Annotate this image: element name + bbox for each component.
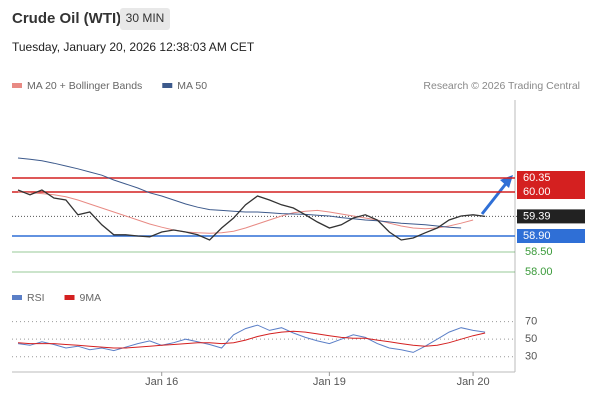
price-line bbox=[17, 189, 486, 241]
credit: Research © 2026 Trading Central bbox=[423, 80, 580, 92]
legend-swatch bbox=[162, 83, 173, 88]
level-label: 60.00 bbox=[523, 186, 551, 198]
legend-label: RSI bbox=[27, 292, 45, 304]
level-box bbox=[517, 171, 585, 185]
level-label: 58.90 bbox=[523, 230, 551, 242]
chart-title: Crude Oil (WTI) bbox=[12, 10, 121, 27]
legend-swatch bbox=[64, 295, 75, 300]
legend-label: 9MA bbox=[80, 292, 102, 304]
rsi-line bbox=[17, 324, 486, 353]
level-label: 60.35 bbox=[523, 172, 551, 184]
level-label: 58.50 bbox=[525, 246, 553, 258]
x-tick-label: Jan 19 bbox=[313, 376, 346, 388]
timeframe-badge[interactable] bbox=[120, 8, 170, 30]
level-box bbox=[517, 185, 585, 199]
legend-swatch bbox=[12, 295, 22, 300]
y-tick-label: 50 bbox=[525, 333, 537, 345]
level-label: 58.00 bbox=[525, 266, 553, 278]
rsi-line bbox=[17, 330, 486, 349]
date: Tuesday, January 20, 2026 12:38:03 AM CE… bbox=[12, 40, 255, 54]
y-tick-label: 70 bbox=[525, 315, 537, 327]
legend-label: MA 20 + Bollinger Bands bbox=[27, 80, 142, 92]
y-tick-label: 30 bbox=[525, 351, 537, 363]
level-box bbox=[517, 209, 585, 224]
x-tick-label: Jan 16 bbox=[145, 376, 178, 388]
x-tick-label: Jan 20 bbox=[457, 376, 490, 388]
level-label: 59.39 bbox=[523, 210, 551, 222]
timeframe[interactable]: 30 MIN bbox=[126, 11, 165, 25]
legend-swatch bbox=[12, 83, 22, 88]
arrow bbox=[480, 180, 510, 215]
level-box bbox=[517, 229, 585, 243]
ma-line bbox=[17, 191, 474, 234]
legend-label: MA 50 bbox=[177, 80, 207, 92]
